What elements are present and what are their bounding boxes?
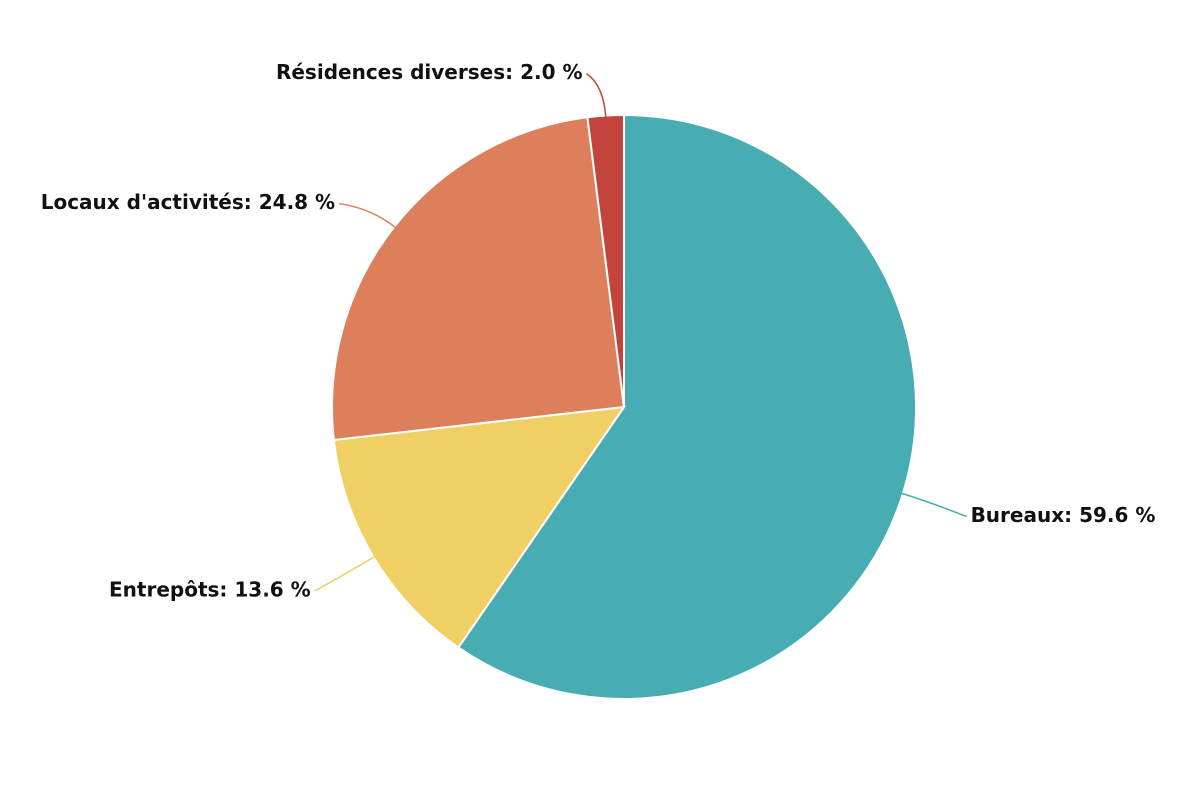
label-connector xyxy=(900,492,967,518)
pie-slice xyxy=(331,116,626,442)
data-label: Entrepôts: 13.6 % xyxy=(109,577,311,601)
label-connector xyxy=(586,73,607,118)
data-label: Locaux d'activités: 24.8 % xyxy=(41,190,335,214)
label-connector xyxy=(338,202,397,229)
data-label: Bureaux: 59.6 % xyxy=(971,503,1156,527)
data-label: Résidences diverses: 2.0 % xyxy=(276,60,583,84)
label-connector xyxy=(314,555,376,592)
